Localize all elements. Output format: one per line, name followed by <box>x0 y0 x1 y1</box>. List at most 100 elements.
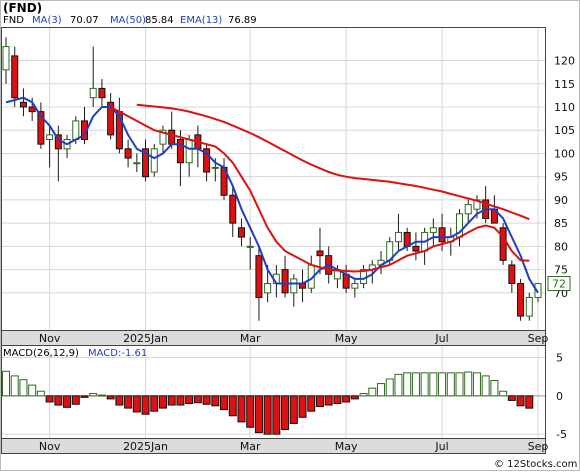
price-moving-averages <box>5 96 539 294</box>
price-panel-frame <box>1 27 546 331</box>
candle-down <box>168 129 176 145</box>
candle-up <box>264 283 272 294</box>
price-y-tick-label: 90 <box>554 194 568 207</box>
macd-bar-negative <box>315 395 324 408</box>
candle-up <box>429 227 437 233</box>
macd-bar-negative <box>132 395 141 413</box>
macd-bar-positive <box>438 372 447 397</box>
macd-y-tick-label: 0 <box>556 390 563 403</box>
legend-ma3-value: 70.07 <box>70 15 99 26</box>
candle-up <box>133 162 141 165</box>
price-y-tick-label: 95 <box>554 171 568 184</box>
legend-ema13-label: EMA(13) <box>180 15 222 26</box>
current-price-label: 72 <box>552 278 566 291</box>
candle-up <box>525 296 533 317</box>
macd-bar-positive <box>377 383 386 397</box>
candle-down <box>142 148 150 178</box>
macd-bar-negative <box>115 395 124 406</box>
macd-bar-negative <box>202 395 211 405</box>
macd-bar-negative <box>298 395 307 418</box>
macd-bar-negative <box>71 395 80 405</box>
macd-bar-negative <box>516 395 525 407</box>
macd-bar-positive <box>97 394 106 397</box>
x-tick-label-bottom: Jul <box>434 440 448 453</box>
candle-down <box>237 227 245 238</box>
candle-down <box>19 101 27 108</box>
price-y-tick-label: 110 <box>554 101 575 114</box>
macd-bar-positive <box>464 371 473 397</box>
macd-bar-negative <box>80 395 89 398</box>
price-legend: FND MA(3) 70.07 MA(50) 85.84 EMA(13) 76.… <box>3 15 257 26</box>
line-ema13 <box>110 106 530 273</box>
macd-histogram <box>2 370 534 435</box>
candle-down <box>412 245 420 252</box>
candle-down <box>107 101 115 136</box>
candle-up <box>2 46 10 71</box>
macd-bar-positive <box>394 373 403 397</box>
macd-bar-positive <box>455 372 464 397</box>
candle-up <box>89 87 97 99</box>
macd-bar-negative <box>237 395 246 423</box>
macd-bar-positive <box>472 372 481 397</box>
candle-down <box>517 283 525 317</box>
macd-bar-negative <box>106 395 115 400</box>
macd-bar-negative <box>150 395 159 412</box>
candle-up <box>246 245 254 248</box>
macd-y-tick-labels: -5 0 5 <box>556 352 567 442</box>
candle-down <box>124 148 132 159</box>
macd-bar-negative <box>124 395 133 409</box>
macd-bar-negative <box>193 395 202 404</box>
macd-bar-positive <box>36 390 45 397</box>
macd-bar-negative <box>307 395 316 412</box>
x-tick-label-top: 2025Jan <box>123 332 168 345</box>
candle-down <box>508 264 516 285</box>
x-axis-labels-top: Nov 2025Jan Mar May Jul Sep <box>39 332 549 345</box>
price-y-tick-label: 80 <box>554 240 568 253</box>
x-axis-band-top <box>1 330 546 346</box>
legend-ma50-value: 85.84 <box>145 15 174 26</box>
x-axis-labels-bottom: Nov 2025Jan Mar May Jul Sep <box>39 440 549 453</box>
price-y-tick-label: 120 <box>554 55 575 68</box>
x-tick-label-bottom: Sep <box>528 440 549 453</box>
x-tick-label-bottom: 2025Jan <box>123 440 168 453</box>
line-ma3 <box>5 96 539 294</box>
macd-bar-negative <box>54 395 63 406</box>
macd-bar-negative <box>507 395 516 401</box>
macd-bar-negative <box>228 395 237 417</box>
x-tick-label-top: Jul <box>434 332 448 345</box>
macd-bar-positive <box>446 372 455 397</box>
macd-bar-negative <box>167 395 176 406</box>
macd-bar-positive <box>429 372 438 397</box>
candle-down <box>438 227 446 243</box>
candle-up <box>290 278 298 294</box>
price-y-tick-label: 85 <box>554 217 568 230</box>
x-tick-label-top: May <box>335 332 358 345</box>
macd-bar-positive <box>368 387 377 397</box>
macd-bar-negative <box>324 395 333 406</box>
macd-bar-negative <box>185 395 194 405</box>
candle-down <box>316 250 324 257</box>
macd-bar-negative <box>272 395 281 435</box>
price-y-tick-label: 105 <box>554 124 575 137</box>
macd-y-tick-label: -5 <box>556 428 567 441</box>
x-tick-label-bottom: Mar <box>240 440 261 453</box>
candle-down <box>98 87 106 99</box>
macd-y-tick-label: 5 <box>556 352 563 365</box>
candle-up <box>46 134 54 141</box>
macd-legend-value: MACD:-1.61 <box>88 348 147 359</box>
macd-bar-positive <box>359 393 368 397</box>
macd-bar-negative <box>141 395 150 415</box>
candle-down <box>37 111 45 145</box>
candle-up <box>150 148 158 173</box>
current-price-box <box>547 276 571 292</box>
macd-bar-negative <box>525 395 534 409</box>
candle-up <box>534 283 542 298</box>
price-y-tick-label: 115 <box>554 78 575 91</box>
macd-bar-positive <box>403 372 412 397</box>
candle-up <box>351 283 359 289</box>
x-tick-label-top: Sep <box>528 332 549 345</box>
macd-bar-negative <box>176 395 185 406</box>
line-ma50 <box>136 103 530 221</box>
candle-down <box>203 148 211 173</box>
macd-bar-negative <box>246 395 255 428</box>
